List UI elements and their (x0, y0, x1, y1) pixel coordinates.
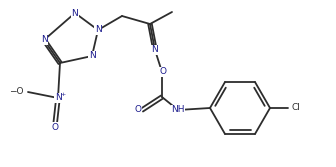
Text: +: + (60, 92, 66, 97)
Text: O: O (134, 106, 141, 115)
Text: N: N (55, 94, 61, 103)
Text: N: N (89, 51, 95, 60)
Text: N: N (95, 26, 101, 35)
Text: −O: −O (9, 88, 24, 97)
Text: NH: NH (171, 106, 185, 115)
Text: Cl: Cl (292, 104, 300, 113)
Text: N: N (72, 9, 78, 18)
Text: N: N (41, 36, 47, 44)
Text: O: O (51, 123, 58, 131)
Text: N: N (152, 45, 158, 54)
Text: O: O (160, 67, 167, 76)
